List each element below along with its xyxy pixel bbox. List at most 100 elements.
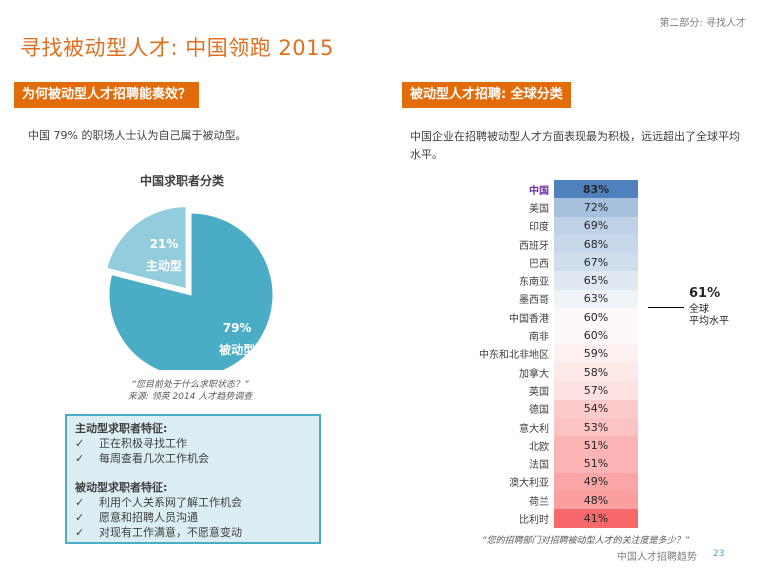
pie-category-label: 被动型 (219, 342, 255, 357)
pie-slice-active (106, 206, 187, 290)
trait-text: 每周查看几次工作机会 (99, 452, 209, 465)
table-row: 印度 69% (470, 216, 638, 235)
country-label: 德国 (529, 405, 549, 417)
country-label: 中东和北非地区 (479, 350, 549, 362)
global-average-label-line1: 全球 (689, 304, 709, 315)
table-row: 澳大利亚 49% (470, 472, 638, 492)
table-row: 中东和北非地区 59% (470, 344, 638, 363)
trait-item: ✓ 正在积极寻找工作 (75, 436, 311, 451)
country-label: 法国 (529, 460, 549, 472)
pie-slice-passive (108, 212, 274, 370)
table-row: 意大利 53% (470, 417, 638, 437)
country-value-cell: 41% (554, 509, 638, 528)
left-lead-text: 中国 79% 的职场人士认为自己属于被动型。 (28, 129, 247, 142)
trait-item: ✓ 愿意和招聘人员沟通 (75, 510, 311, 525)
table-row: 中国香港 60% (470, 308, 638, 327)
right-lead-text: 中国企业在招聘被动型人才方面表现最为积极，远远超出了全球平均水平。 (410, 130, 740, 161)
page-title: 寻找被动型人才: 中国领跑 2015 (20, 36, 334, 60)
table-row: 巴西 67% (470, 253, 638, 272)
trait-item: ✓ 对现有工作满意，不愿意变动 (75, 525, 311, 540)
country-value-cell: 83% (554, 180, 638, 199)
global-average-label: 全球 平均水平 (689, 304, 749, 328)
trait-item: ✓ 每周查看几次工作机会 (75, 451, 311, 466)
passive-traits-list: ✓ 利用个人关系网了解工作机会 ✓ 愿意和招聘人员沟通 ✓ 对现有工作满意，不愿意变动 (75, 495, 311, 540)
country-label: 南非 (529, 332, 549, 344)
country-value-cell: 58% (554, 362, 638, 382)
table-row: 德国 54% (470, 399, 638, 418)
checkmark-icon: ✓ (75, 496, 85, 509)
pie-chart: 79% 被动型 21% 主动型 (106, 206, 274, 370)
table-row: 北欧 51% (470, 436, 638, 455)
trait-item: ✓ 利用个人关系网了解工作机会 (75, 495, 311, 510)
country-value-cell: 63% (554, 289, 638, 309)
country-value-cell: 54% (554, 399, 638, 418)
table-row: 加拿大 58% (470, 362, 638, 382)
table-row: 墨西哥 63% (470, 289, 638, 309)
survey-quote: “您目前处于什么求职状态？” (131, 380, 249, 390)
country-label: 中国 (529, 185, 549, 197)
left-heading: 为何被动型人才招聘能奏效？ (14, 82, 200, 108)
country-label: 加拿大 (519, 368, 549, 380)
country-label: 澳大利亚 (509, 478, 549, 490)
checkmark-icon: ✓ (75, 437, 85, 450)
pie-percent-label: 79% (223, 321, 252, 335)
country-label: 中国香港 (509, 313, 549, 325)
survey-question: “您目前处于什么求职状态？” 来源: 领英 2014 人才趋势调查 (100, 379, 280, 403)
country-value-cell: 51% (554, 436, 638, 455)
page-number: 23 (713, 549, 725, 559)
country-label: 意大利 (519, 423, 549, 435)
footer-text: 中国人才招聘趋势 (617, 552, 697, 563)
country-label: 荷兰 (529, 496, 549, 508)
country-label: 北欧 (529, 441, 549, 453)
checkmark-icon: ✓ (75, 511, 85, 524)
traits-box: 主动型求职者特征: ✓ 正在积极寻找工作 ✓ 每周查看几次工作机会 被动型求职者特征:… (65, 414, 321, 544)
table-row: 南非 60% (470, 326, 638, 345)
pie-title: 中国求职者分类 (140, 174, 225, 188)
country-value-cell: 65% (554, 271, 638, 290)
country-ranking-table: 中国 83% 美国 72% 印度 69% 西班牙 68% 巴西 67% 东南亚 65% 墨西哥 63% 中国… (470, 180, 638, 528)
active-traits-heading: 主动型求职者特征: (75, 422, 168, 435)
section-tag: 第二部分: 寻找人才 (659, 18, 746, 29)
global-average-value: 61% (689, 286, 721, 301)
average-pointer-line (648, 307, 684, 308)
country-value-cell: 48% (554, 491, 638, 510)
table-row: 英国 57% (470, 381, 638, 400)
global-average-label-line2: 平均水平 (689, 316, 729, 327)
pie-category-label: 主动型 (146, 258, 182, 273)
country-value-cell: 60% (554, 326, 638, 345)
country-value-cell: 49% (554, 472, 638, 492)
country-value-cell: 53% (554, 417, 638, 437)
recruiting-question: “您的招聘部门对招聘被动型人才的关注度是多少？” (482, 536, 690, 546)
trait-text: 正在积极寻找工作 (99, 437, 187, 450)
country-label: 比利时 (519, 514, 549, 526)
country-value-cell: 60% (554, 308, 638, 327)
table-row: 荷兰 48% (470, 491, 638, 510)
country-value-cell: 51% (554, 454, 638, 473)
table-row: 中国 83% (470, 180, 638, 199)
trait-text: 愿意和招聘人员沟通 (99, 511, 198, 524)
table-row: 美国 72% (470, 198, 638, 217)
country-label: 英国 (529, 386, 549, 398)
country-label: 西班牙 (519, 240, 549, 252)
passive-traits-heading: 被动型求职者特征: (75, 481, 168, 494)
country-value-cell: 72% (554, 198, 638, 217)
country-value-cell: 69% (554, 216, 638, 235)
survey-source: 来源: 领英 2014 人才趋势调查 (127, 392, 253, 402)
country-value-cell: 68% (554, 234, 638, 254)
country-label: 美国 (529, 203, 549, 215)
active-traits-list: ✓ 正在积极寻找工作 ✓ 每周查看几次工作机会 (75, 436, 311, 466)
country-value-cell: 57% (554, 381, 638, 400)
trait-text: 对现有工作满意，不愿意变动 (99, 526, 242, 539)
table-row: 东南亚 65% (470, 271, 638, 290)
country-value-cell: 67% (554, 253, 638, 272)
country-label: 东南亚 (519, 277, 549, 289)
country-value-cell: 59% (554, 344, 638, 363)
table-row: 法国 51% (470, 454, 638, 473)
table-row: 比利时 41% (470, 509, 638, 528)
country-label: 巴西 (529, 258, 549, 270)
checkmark-icon: ✓ (75, 452, 85, 465)
table-row: 西班牙 68% (470, 234, 638, 254)
country-label: 墨西哥 (519, 295, 549, 307)
checkmark-icon: ✓ (75, 526, 85, 539)
trait-text: 利用个人关系网了解工作机会 (99, 496, 242, 509)
